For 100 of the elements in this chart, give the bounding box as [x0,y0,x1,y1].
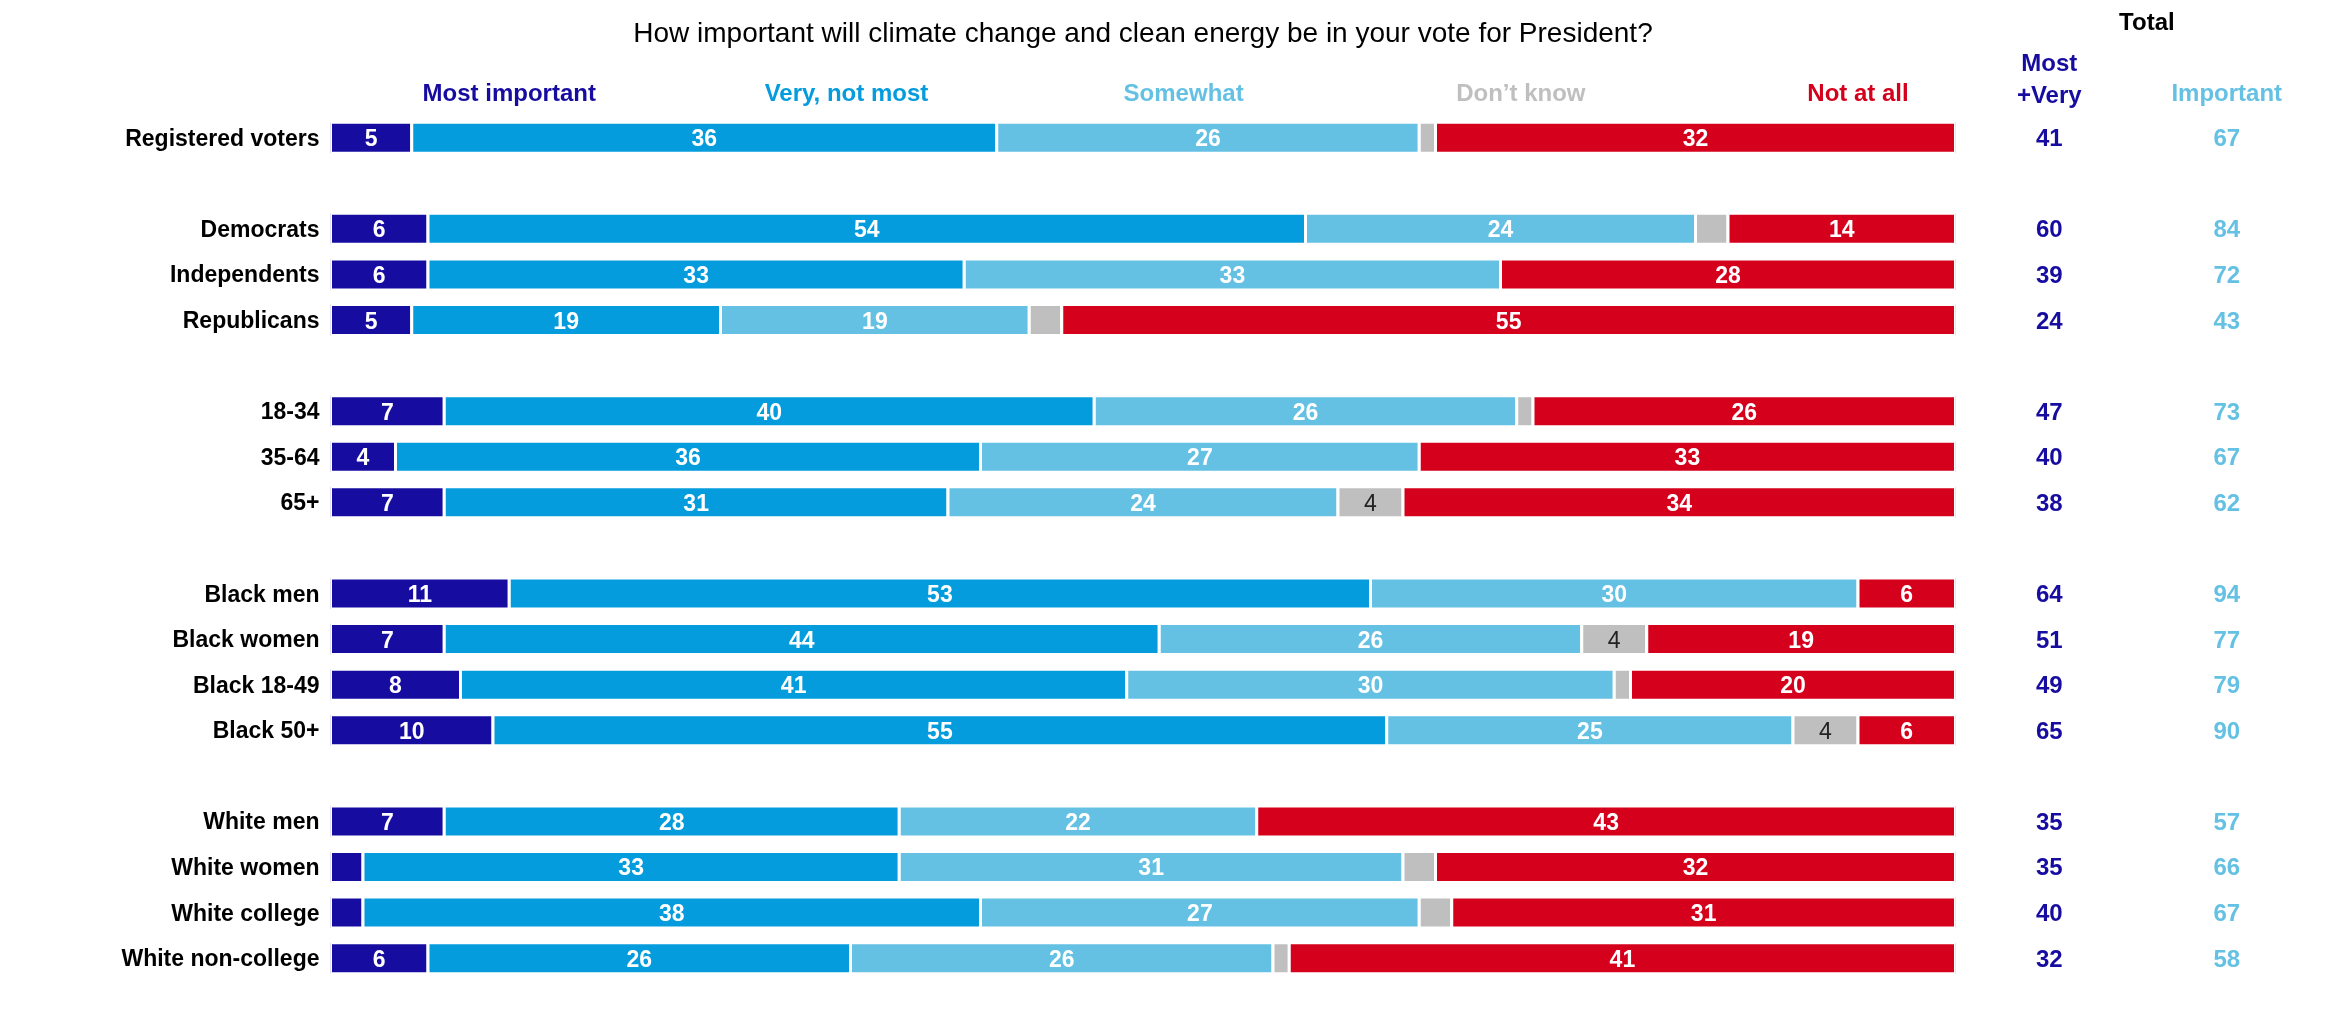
text: 40 [2035,899,2063,927]
data-label: 36 [691,125,718,152]
data-label: 25 [1577,717,1603,744]
data-label: 6 [372,216,386,243]
series-label: Not at all [1807,78,1909,106]
text: 32 [2035,944,2063,972]
text: 64 [2035,580,2063,607]
data-label: 53 [927,581,953,607]
series-label: Most important [422,78,596,106]
data-label: 22 [1065,808,1091,835]
data-label: 7 [380,398,394,425]
y-tick-label: Black men [204,580,320,607]
data-label: 27 [1187,900,1213,927]
y-tick-label: White men [203,808,320,835]
text: 41 [2035,124,2063,152]
y-tick-label: Black women [172,626,320,653]
data-label: 30 [1357,672,1384,699]
data-label: 7 [380,808,394,835]
data-label: 26 [1357,626,1384,653]
text: 84 [2213,215,2241,243]
data-label: 31 [1138,854,1165,881]
data-label: 26 [626,945,653,972]
data-label: 31 [1690,900,1717,927]
text: 66 [2213,853,2241,881]
y-tick-label: White non-college [121,945,320,972]
data-label: 20 [1780,672,1806,699]
y-tick-label: Independents [169,261,320,288]
y-tick-label: Black 50+ [212,717,320,744]
data-label: 19 [862,307,888,334]
data-label: 26 [1731,398,1758,425]
data-label: 10 [398,717,425,744]
data-label: 33 [1219,261,1246,288]
data-label: 11 [407,581,433,607]
data-label: 8 [389,672,403,699]
text: 67 [2213,443,2241,471]
text: 67 [2213,899,2241,927]
y-tick-label: 18-34 [260,398,320,425]
y-tick-label: White college [171,899,320,926]
data-label: 34 [1666,489,1693,516]
data-label: 36 [675,444,701,471]
text: Total [2119,7,2175,35]
data-label: 41 [780,672,807,699]
text: 94 [2213,580,2241,607]
data-label: 44 [788,626,815,653]
y-tick-label: Registered voters [125,124,320,151]
y-tick-label: Black 18-49 [192,671,320,698]
series-label: Very, not most [764,78,929,106]
data-label: 41 [1609,945,1636,972]
series-label: Don’t know [1456,78,1586,106]
data-label: 6 [372,945,386,972]
text: 38 [2035,488,2063,516]
data-label: 7 [380,489,394,516]
data-label: 31 [683,489,710,516]
text: 57 [2213,807,2241,835]
text: 40 [2035,443,2063,471]
data-label: 4 [1819,717,1833,744]
data-label: 19 [1788,626,1814,653]
data-label: 7 [380,626,394,653]
text: 51 [2035,625,2063,653]
text: 62 [2213,488,2241,516]
data-label: 28 [658,808,685,835]
data-label: 6 [372,261,386,288]
y-tick-label: 65+ [280,489,320,516]
text: 73 [2213,397,2241,425]
chart-title: How important will climate change and clean energy be in your vote for President? [633,17,1653,49]
data-label: 6 [1900,717,1914,744]
data-label: 38 [658,900,685,927]
y-tick-label: Republicans [182,307,320,334]
text: 35 [2035,807,2063,835]
data-label: 24 [1487,216,1514,243]
data-label: 43 [1593,808,1619,835]
data-label: 4 [1607,626,1621,653]
text: 35 [2035,853,2063,881]
text: 65 [2035,716,2063,744]
text: 58 [2213,944,2241,972]
text: 90 [2213,716,2241,744]
text: 39 [2035,260,2063,288]
data-label: 32 [1682,125,1709,152]
data-label: 26 [1292,398,1319,425]
text: 49 [2035,671,2063,699]
text: 72 [2213,260,2241,288]
y-tick-label: 35-64 [260,443,320,470]
text: 67 [2213,124,2241,152]
text: 79 [2213,671,2241,699]
data-label: 14 [1828,216,1855,243]
y-tick-label: White women [171,853,320,880]
data-label: 32 [1682,854,1709,881]
series-label: Somewhat [1123,78,1244,106]
data-label: 6 [1900,581,1914,607]
data-label: 4 [1364,489,1378,516]
data-label: 26 [1195,125,1221,152]
text: 60 [2035,215,2063,243]
data-label: 55 [1495,307,1522,334]
data-label: 30 [1601,581,1628,607]
data-label: 28 [1715,261,1741,288]
data-label: 5 [364,125,378,152]
data-label: 55 [927,717,953,744]
text: 24 [2035,306,2063,334]
text: 43 [2213,306,2241,334]
data-label: 4 [356,444,370,471]
